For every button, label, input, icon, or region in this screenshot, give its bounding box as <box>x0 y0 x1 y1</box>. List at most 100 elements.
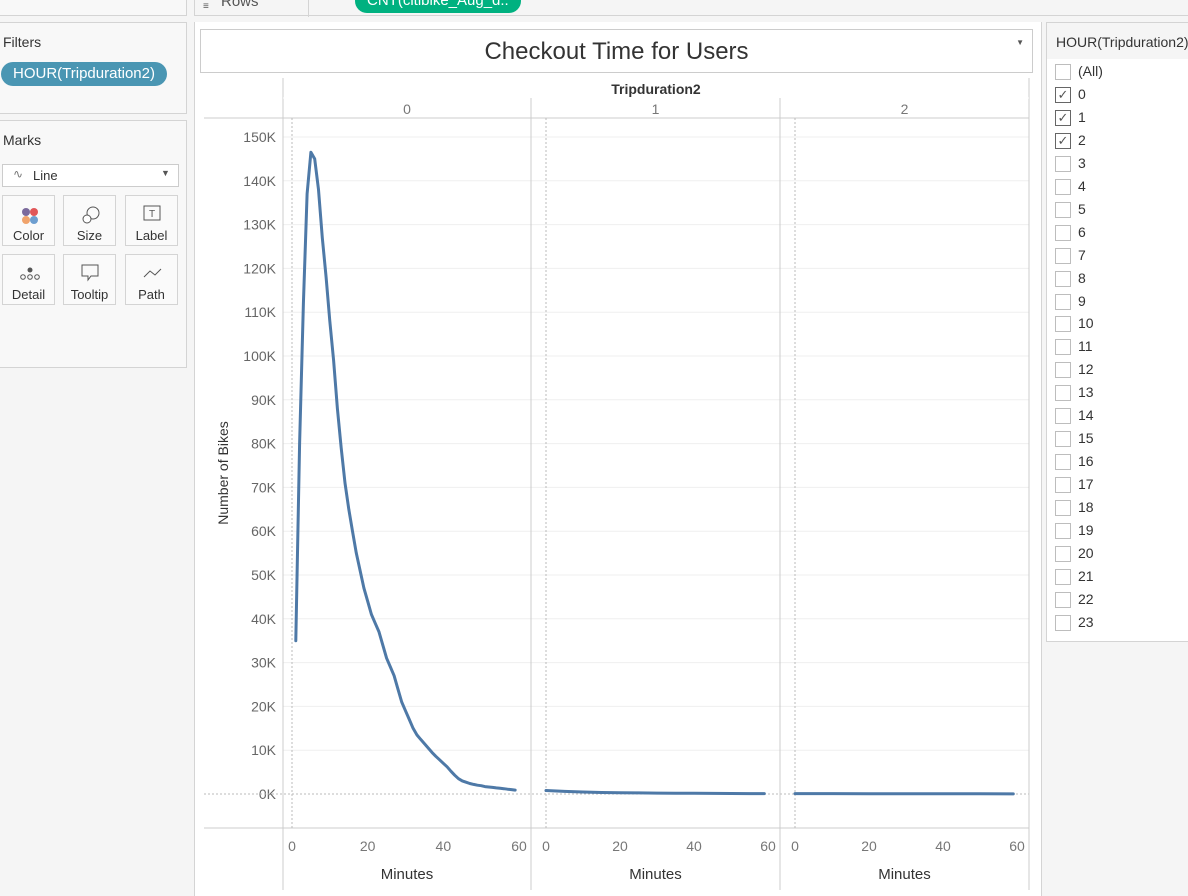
tooltip-icon <box>81 264 99 282</box>
filter-pill[interactable]: HOUR(Tripduration2) <box>1 62 167 86</box>
quick-filter-title: HOUR(Tripduration2) <box>1056 34 1188 50</box>
y-tick-label: 10K <box>251 742 277 758</box>
filter-item-label: 9 <box>1078 292 1086 309</box>
tooltip-button[interactable]: Tooltip <box>63 254 116 305</box>
checkbox[interactable] <box>1055 224 1071 241</box>
svg-text:T: T <box>149 209 155 220</box>
y-axis-title: Number of Bikes <box>215 421 231 524</box>
chart-title: Checkout Time for Users <box>484 38 749 65</box>
detail-icon <box>20 267 40 280</box>
filter-item-label: 8 <box>1078 269 1086 286</box>
filter-item-label: 21 <box>1078 567 1094 584</box>
filter-item-label: 5 <box>1078 200 1086 217</box>
x-tick-label: 60 <box>511 838 527 854</box>
filter-item-label: 11 <box>1078 338 1093 355</box>
x-axis-title: Minutes <box>629 866 682 883</box>
size-button[interactable]: Size <box>63 195 116 246</box>
filter-item-label: (All) <box>1078 63 1103 79</box>
filters-card: Filters HOUR(Tripduration2) <box>0 22 187 114</box>
checkbox[interactable] <box>1055 385 1071 402</box>
detail-button[interactable]: Detail <box>2 254 55 305</box>
filter-item-label: 20 <box>1078 544 1094 561</box>
checkbox[interactable] <box>1055 591 1071 608</box>
marks-title: Marks <box>3 132 42 148</box>
filter-item-label: 10 <box>1078 315 1094 332</box>
checkbox[interactable] <box>1055 431 1071 448</box>
checkbox[interactable] <box>1055 477 1071 494</box>
filter-item-label: 16 <box>1078 453 1094 470</box>
filter-item-label: 7 <box>1078 246 1086 263</box>
color-button[interactable]: Color <box>2 195 55 246</box>
filter-item-label: 23 <box>1078 613 1094 630</box>
y-tick-label: 40K <box>251 611 277 627</box>
checkbox[interactable] <box>1055 64 1071 80</box>
x-tick-label: 20 <box>612 838 628 854</box>
label-button[interactable]: T Label <box>125 195 178 246</box>
checkbox[interactable] <box>1055 339 1071 356</box>
checkbox[interactable] <box>1055 155 1071 172</box>
filter-item-label: 17 <box>1078 476 1094 493</box>
x-tick-label: 40 <box>935 838 951 854</box>
checkbox[interactable] <box>1055 500 1071 517</box>
path-button[interactable]: Path <box>125 254 178 305</box>
checkbox[interactable] <box>1055 316 1071 333</box>
filter-item-label: 19 <box>1078 522 1094 538</box>
y-tick-label: 80K <box>251 436 277 452</box>
checkbox[interactable] <box>1055 614 1071 631</box>
y-tick-label: 130K <box>243 217 276 233</box>
filter-item-label: 3 <box>1078 154 1086 171</box>
x-tick-label: 40 <box>436 838 452 854</box>
marks-card: Marks ∿ Line ▼ Color Size T Label Detail… <box>0 120 187 368</box>
y-tick-label: 120K <box>243 260 276 276</box>
y-tick-label: 0K <box>259 786 277 802</box>
checkbox[interactable] <box>1055 523 1071 539</box>
checkbox[interactable]: ✓ <box>1055 86 1071 103</box>
x-tick-label: 20 <box>360 838 376 854</box>
filter-item-label: 13 <box>1078 384 1094 401</box>
x-tick-label: 60 <box>1009 838 1025 854</box>
filter-item-label: 14 <box>1078 407 1094 424</box>
rows-icon: ≡ <box>203 1 209 12</box>
filter-item-label: 12 <box>1078 361 1094 378</box>
panel-label: 0 <box>403 101 411 117</box>
x-tick-label: 0 <box>542 838 550 854</box>
x-tick-label: 0 <box>288 838 296 854</box>
rows-shelf[interactable]: ≡ Rows CNT(citibike_Aug_d.. <box>194 0 1188 17</box>
panel-label: 1 <box>652 101 660 117</box>
color-icon <box>22 208 38 224</box>
series-line-panel-1 <box>544 789 766 796</box>
filter-item-label: 4 <box>1078 177 1086 194</box>
checkbox[interactable] <box>1055 454 1071 471</box>
x-axis-title: Minutes <box>878 866 931 883</box>
title-box[interactable]: Checkout Time for Users ▼ <box>200 29 1033 73</box>
filter-item-label: 18 <box>1078 499 1094 516</box>
path-icon <box>143 268 162 278</box>
checkbox[interactable] <box>1055 362 1071 379</box>
title-menu-icon[interactable]: ▼ <box>1016 38 1024 47</box>
mark-type-dropdown[interactable]: ∿ Line ▼ <box>2 164 179 187</box>
checkbox[interactable] <box>1055 293 1071 310</box>
size-icon <box>82 206 100 224</box>
filter-item-label: 15 <box>1078 430 1094 447</box>
filters-title: Filters <box>3 34 42 50</box>
checkbox[interactable] <box>1055 545 1071 562</box>
checkbox[interactable]: ✓ <box>1055 132 1071 149</box>
line-icon: ∿ <box>13 167 24 181</box>
mark-type-value: Line <box>33 168 58 183</box>
checkbox[interactable] <box>1055 201 1071 218</box>
checkbox[interactable] <box>1055 270 1071 287</box>
checkbox[interactable] <box>1055 408 1071 425</box>
checkbox[interactable] <box>1055 247 1071 264</box>
y-tick-label: 50K <box>251 567 277 583</box>
y-tick-label: 20K <box>251 698 277 714</box>
checkbox[interactable] <box>1055 178 1071 195</box>
y-tick-label: 140K <box>243 173 276 189</box>
y-tick-label: 70K <box>251 479 277 495</box>
column-header: Tripduration2 <box>611 81 701 97</box>
rows-pill[interactable]: CNT(citibike_Aug_d.. <box>355 0 521 13</box>
checkbox[interactable]: ✓ <box>1055 109 1071 126</box>
x-tick-label: 60 <box>760 838 776 854</box>
y-tick-label: 100K <box>243 348 276 364</box>
checkbox[interactable] <box>1055 568 1071 585</box>
